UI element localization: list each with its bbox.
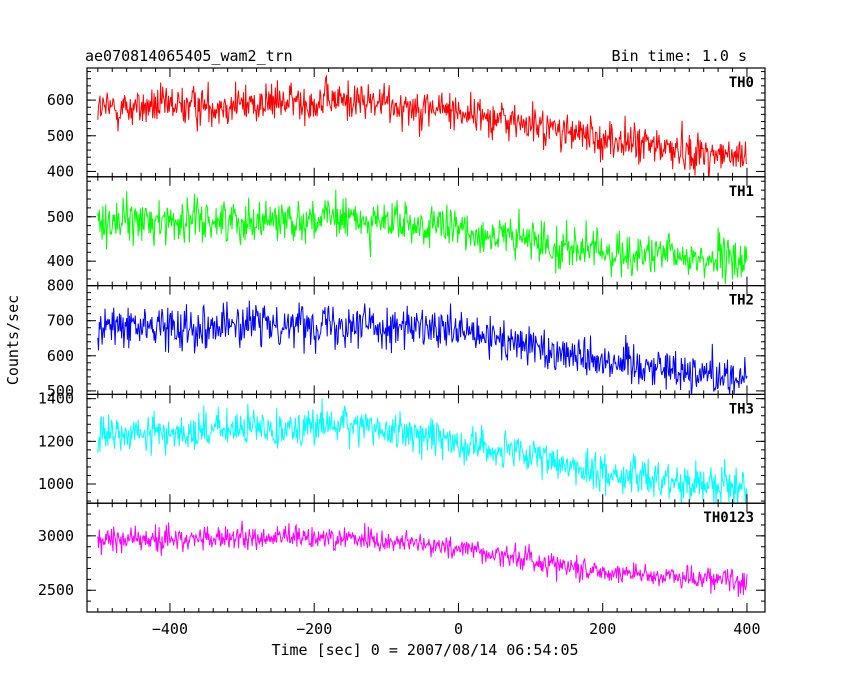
panel-name-th0123: TH0123 (703, 510, 754, 526)
x-axis-label: Time [sec] 0 = 2007/08/14 06:54:05 (271, 641, 578, 659)
y-tick-label: 500 (47, 382, 74, 400)
panel-name-th1: TH1 (729, 184, 754, 200)
panel-th3: TH3 1000 1200 1400 (38, 390, 766, 504)
x-tick-label: 200 (589, 620, 616, 638)
y-tick-label: 1200 (38, 432, 74, 450)
x-tick-label: −400 (152, 620, 188, 638)
panel-th1: TH1 400 500 (47, 176, 766, 287)
series-line-th2 (97, 300, 748, 395)
x-tick-label: 400 (733, 620, 760, 638)
y-tick-label: 600 (47, 91, 74, 109)
x-tick-label: −200 (296, 620, 332, 638)
panel-th2: TH2 500 600 700 800 (47, 277, 766, 400)
y-tick-label: 800 (47, 277, 74, 295)
y-tick-label: 500 (47, 127, 74, 145)
series-line-th3 (97, 398, 748, 504)
panel-frame (86, 285, 766, 396)
y-tick-label: 2500 (38, 581, 74, 599)
y-tick-label: 700 (47, 312, 74, 330)
panel-frame (86, 393, 766, 504)
y-tick-label: 500 (47, 208, 74, 226)
y-tick-label: 3000 (38, 527, 74, 545)
y-tick-label: 1000 (38, 475, 74, 493)
y-tick-label: 400 (47, 162, 74, 180)
bin-time-label: Bin time: 1.0 s (612, 47, 747, 65)
chart-panels: TH0 400 500 600 TH1 400 500 TH2 500 600 700 800 TH3 1… (38, 67, 766, 638)
panel-name-th0: TH0 (729, 75, 754, 91)
panel-name-th2: TH2 (729, 293, 754, 309)
y-axis-label: Counts/sec (4, 295, 22, 385)
y-tick-label: 600 (47, 347, 74, 365)
series-line-th0 (97, 74, 748, 177)
panel-th0123: TH0123 2500 3000 (38, 502, 766, 613)
series-line-th0123 (97, 520, 748, 597)
y-tick-label: 1400 (38, 390, 74, 408)
panel-th0: TH0 400 500 600 (47, 67, 766, 180)
series-line-th1 (97, 189, 748, 285)
x-tick-label: 0 (454, 620, 463, 638)
chart-title: ae070814065405_wam2_trn (85, 47, 293, 65)
y-tick-label: 400 (47, 252, 74, 270)
panel-frame (86, 502, 766, 613)
panel-name-th3: TH3 (729, 401, 754, 417)
panel-frame (86, 67, 766, 178)
